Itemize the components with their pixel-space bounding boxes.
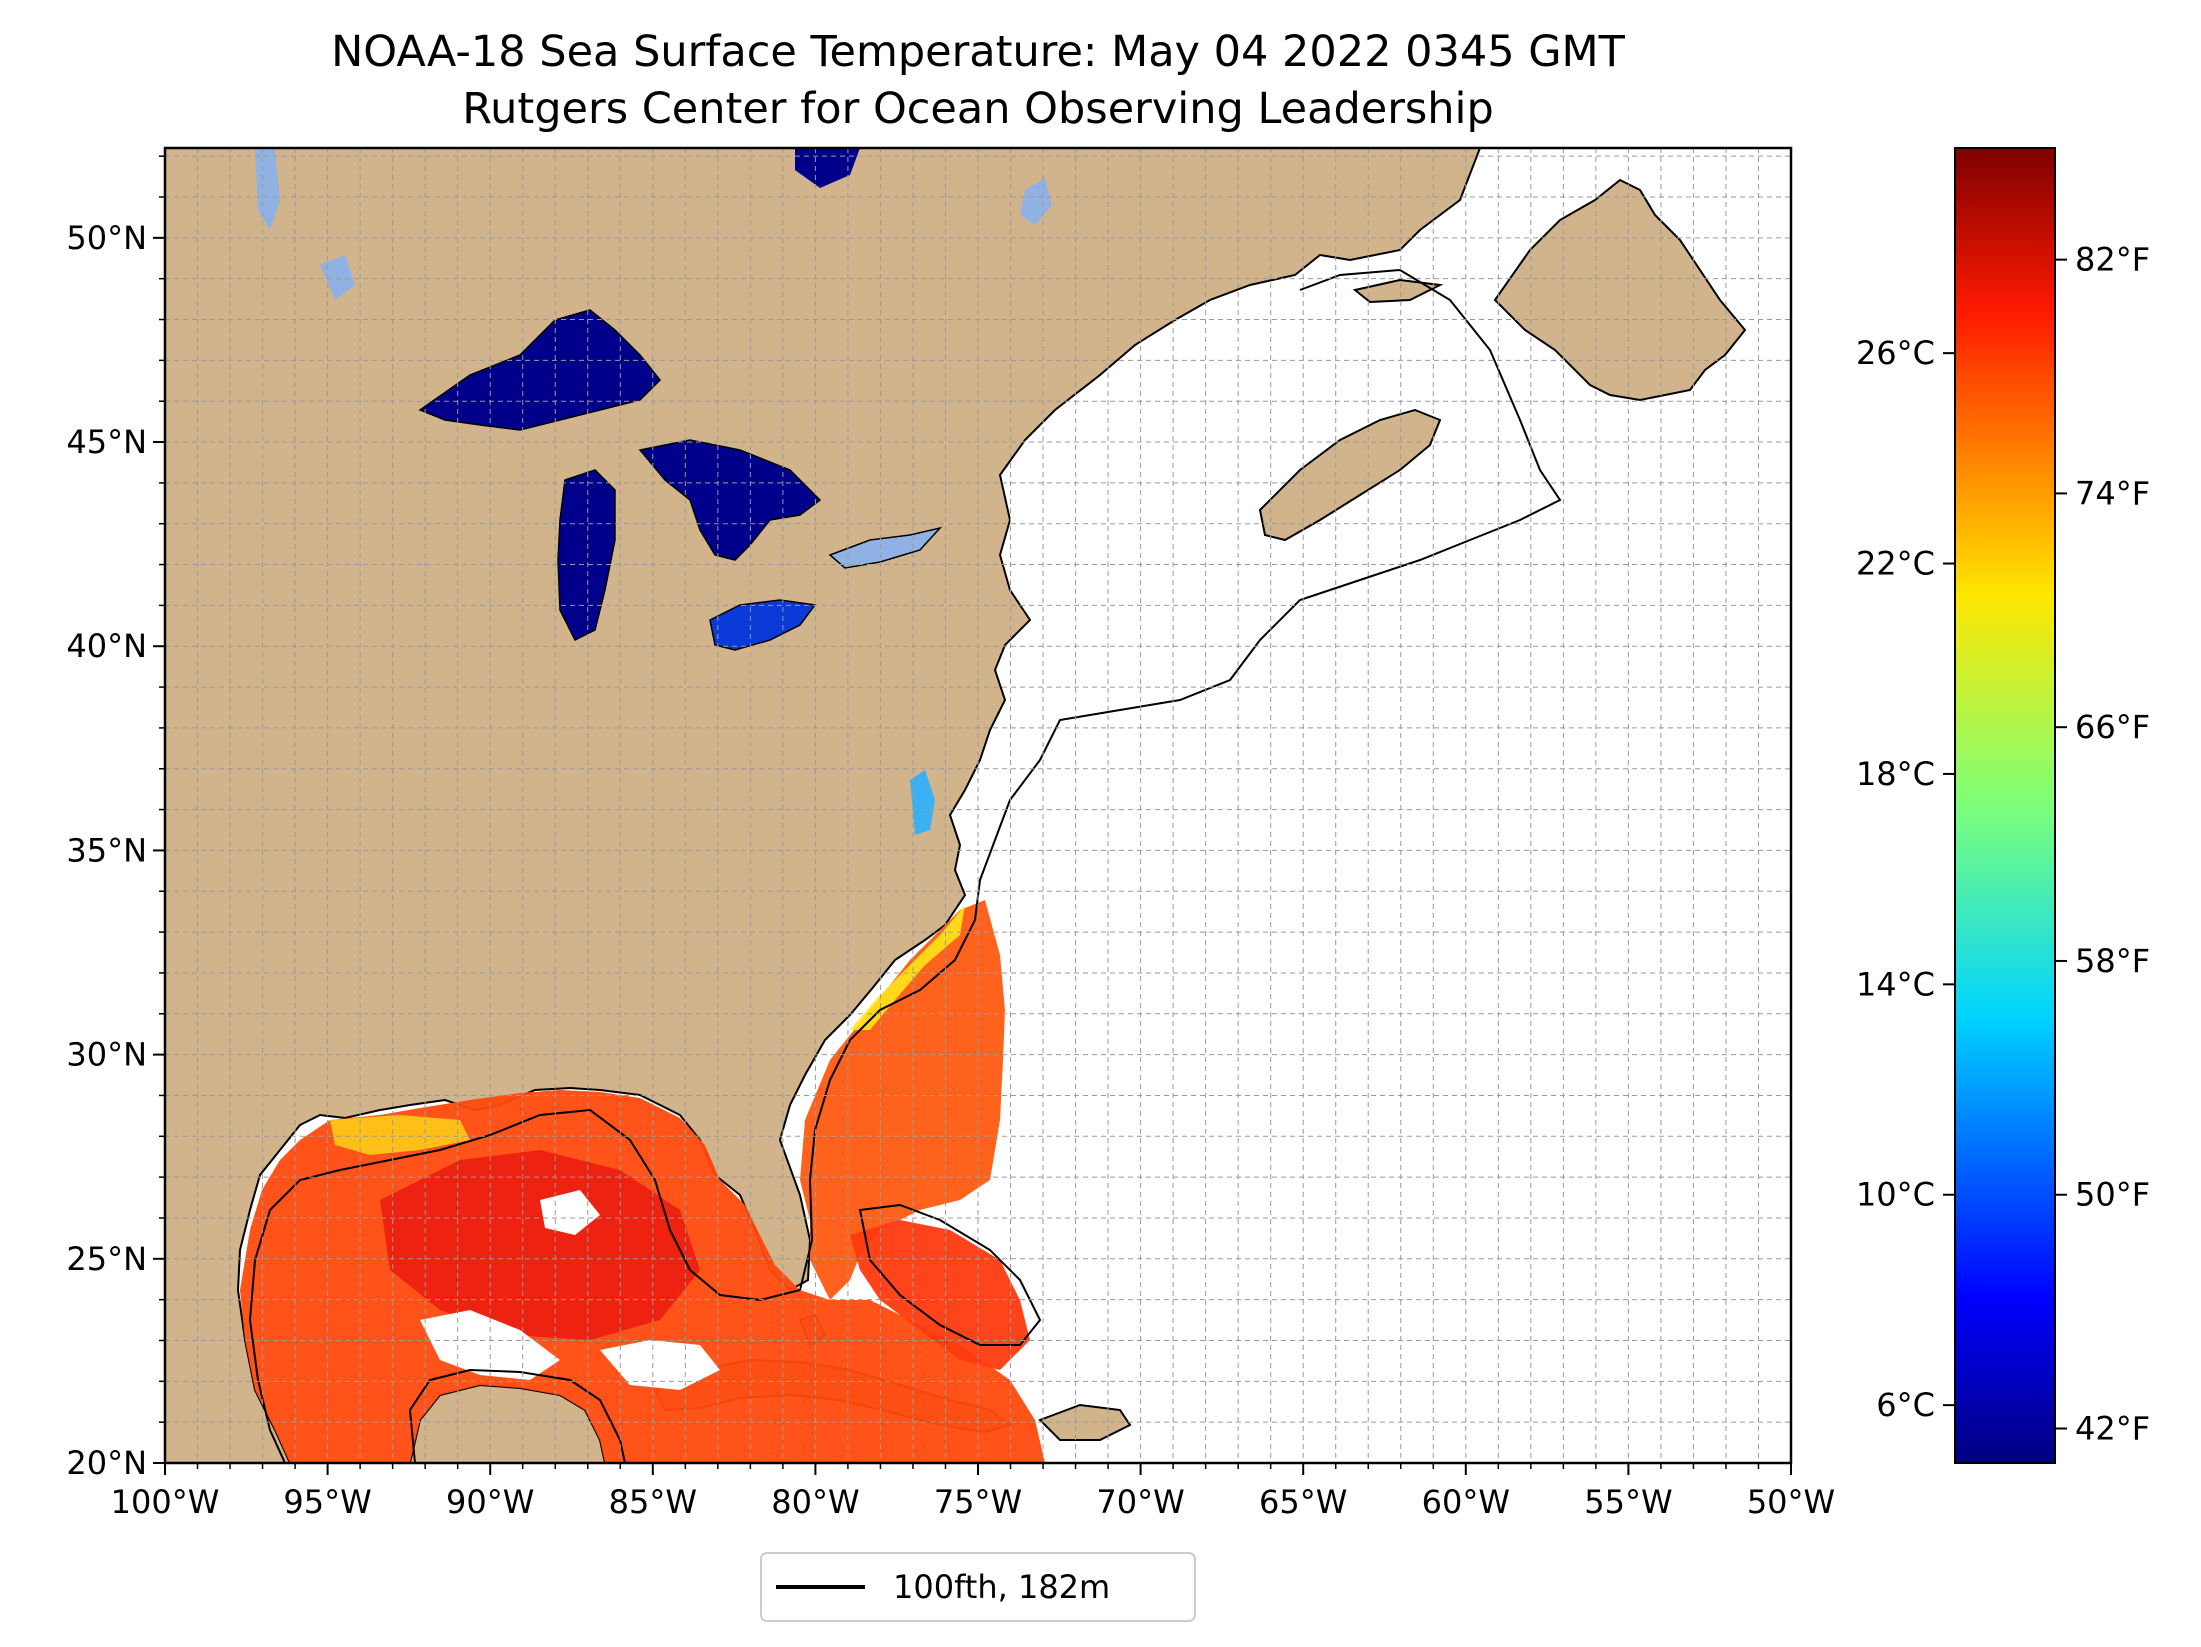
celsius-tick-label: 18°C: [1856, 755, 1935, 793]
lat-tick-label: 40°N: [66, 627, 147, 665]
lake-huron: [638, 439, 822, 561]
chart-title: NOAA-18 Sea Surface Temperature: May 04 …: [331, 27, 1626, 77]
celsius-tick-label: 26°C: [1856, 334, 1935, 372]
fahrenheit-tick-label: 50°F: [2075, 1176, 2150, 1214]
lake-superior: [418, 309, 662, 431]
land-anticosti: [1352, 278, 1444, 304]
lake-mistassini: [1020, 178, 1052, 225]
lake-small-north: [320, 255, 355, 300]
lon-tick-label: 60°W: [1422, 1483, 1510, 1521]
isobath-100fth-gulf: [248, 1108, 801, 1463]
lat-tick-label: 20°N: [66, 1444, 147, 1482]
fahrenheit-tick-label: 66°F: [2075, 708, 2150, 746]
map-area: [165, 148, 1791, 1463]
legend-box: [760, 1552, 1196, 1622]
sst-gulf-stream: [800, 900, 1005, 1300]
lon-tick-label: 100°W: [111, 1483, 220, 1521]
celsius-tick-label: 14°C: [1856, 965, 1935, 1003]
longitude-axis: 100°W 95°W 90°W 85°W 80°W 75°W 70°W 65°W 60°W 55°…: [111, 1463, 1835, 1521]
colorbar-celsius-axis: 6°C 10°C 14°C 18°C 22°C 26°C: [1856, 334, 1955, 1424]
legend-label: 100fth, 182m: [893, 1568, 1110, 1606]
sst-chesapeake-cool: [910, 770, 935, 835]
sst-coastal-yellow: [850, 905, 965, 1030]
lat-tick-label: 30°N: [66, 1036, 147, 1074]
fahrenheit-tick-label: 58°F: [2075, 942, 2150, 980]
lon-tick-label: 85°W: [609, 1483, 697, 1521]
lat-tick-label: 35°N: [66, 831, 147, 869]
latitude-axis: 20°N 25°N 30°N 35°N 40°N 45°N 50°N: [66, 155, 165, 1482]
lon-tick-label: 70°W: [1096, 1483, 1184, 1521]
chart-subtitle: Rutgers Center for Ocean Observing Leade…: [462, 84, 1494, 134]
lake-top-north: [795, 148, 860, 188]
lon-tick-label: 50°W: [1747, 1483, 1835, 1521]
lat-tick-label: 50°N: [66, 219, 147, 257]
colorbar-fahrenheit-axis: 42°F 50°F 58°F 66°F 74°F 82°F: [2055, 241, 2150, 1448]
lake-erie: [709, 599, 817, 651]
isobath-100fth-yucatan: [408, 1368, 626, 1463]
lake-winnipeg: [255, 150, 280, 230]
land-newfoundland: [1493, 178, 1747, 402]
gridlines: [165, 148, 1791, 1463]
isobath-100fth-east-coast: [799, 268, 1562, 1291]
lon-tick-label: 65°W: [1259, 1483, 1347, 1521]
fahrenheit-tick-label: 74°F: [2075, 474, 2150, 512]
sst-gulf-cool-edge: [330, 1115, 470, 1155]
celsius-tick-label: 10°C: [1856, 1176, 1935, 1214]
lon-tick-label: 90°W: [446, 1483, 534, 1521]
sst-bahamas: [850, 1220, 1030, 1370]
lat-tick-label: 45°N: [66, 423, 147, 461]
legend: 100fth, 182m: [760, 1552, 1196, 1622]
celsius-tick-label: 22°C: [1856, 545, 1935, 583]
land-nova-scotia: [1258, 408, 1442, 542]
colorbar: [1954, 147, 2056, 1464]
fahrenheit-tick-label: 42°F: [2075, 1410, 2150, 1448]
lon-tick-label: 95°W: [283, 1483, 371, 1521]
cloud-mask-2: [600, 1340, 720, 1390]
celsius-tick-label: 6°C: [1876, 1386, 1935, 1424]
fahrenheit-tick-label: 82°F: [2075, 241, 2150, 279]
lat-tick-label: 25°N: [66, 1240, 147, 1278]
lon-tick-label: 55°W: [1584, 1483, 1672, 1521]
lon-tick-label: 75°W: [934, 1483, 1022, 1521]
lon-tick-label: 80°W: [771, 1483, 859, 1521]
